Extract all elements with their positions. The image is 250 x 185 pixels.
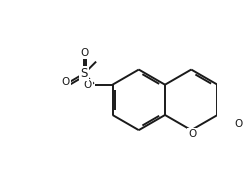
Text: O: O xyxy=(84,80,92,90)
Text: O: O xyxy=(81,48,89,58)
Text: O: O xyxy=(234,119,242,129)
Text: O: O xyxy=(62,77,70,87)
Text: O: O xyxy=(188,129,196,139)
Text: S: S xyxy=(80,67,88,80)
